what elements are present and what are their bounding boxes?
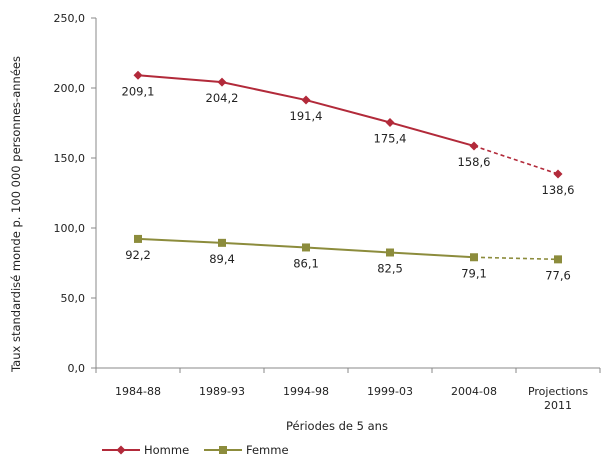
x-tick-label: 1984-88	[115, 385, 161, 398]
x-tick-label: 1994-98	[283, 385, 329, 398]
legend-label-homme: Homme	[144, 443, 189, 457]
legend-label-femme: Femme	[246, 443, 289, 457]
data-point-homme	[385, 117, 395, 127]
x-tick-label: 2004-08	[451, 385, 497, 398]
x-tick-label: 1999-03	[367, 385, 413, 398]
legend: Homme Femme	[102, 443, 289, 457]
data-label-homme: 191,4	[290, 109, 323, 123]
data-label-homme: 138,6	[542, 183, 575, 197]
data-point-homme	[553, 169, 563, 179]
data-point-homme	[217, 77, 227, 87]
y-tick-label: 150,0	[54, 152, 86, 165]
data-point-homme	[301, 95, 311, 105]
x-axis-title: Périodes de 5 ans	[286, 419, 388, 433]
y-tick-label: 100,0	[54, 222, 86, 235]
legend-marker-homme	[116, 445, 126, 455]
data-label-homme: 204,2	[206, 91, 239, 105]
y-tick-label: 0,0	[68, 362, 86, 375]
data-label-homme: 158,6	[458, 155, 491, 169]
y-tick-label: 250,0	[54, 12, 86, 25]
legend-marker-femme	[219, 446, 227, 454]
data-label-femme: 82,5	[377, 262, 403, 276]
data-point-homme	[133, 70, 143, 80]
y-tick-label: 200,0	[54, 82, 86, 95]
data-point-femme	[302, 243, 310, 252]
data-label-homme: 209,1	[122, 84, 155, 98]
axes	[95, 18, 600, 369]
x-tick-label: 2011	[544, 399, 572, 412]
data-point-femme	[386, 248, 394, 257]
data-label-homme: 175,4	[374, 131, 407, 145]
data-point-femme	[554, 255, 562, 264]
data-point-femme	[134, 234, 142, 243]
x-axis-ticks: 1984-88 1989-93 1994-98 1999-03 2004-08 Proje…	[95, 368, 601, 412]
x-tick-label: Projections	[528, 385, 588, 398]
data-label-femme: 92,2	[125, 248, 151, 262]
data-point-homme	[469, 141, 479, 151]
data-point-femme	[470, 253, 478, 262]
y-tick-label: 50,0	[61, 292, 86, 305]
x-tick-label: 1989-93	[199, 385, 245, 398]
y-axis-ticks: 0,0 50,0 100,0 150,0 200,0 250,0	[54, 12, 96, 375]
data-label-femme: 86,1	[293, 256, 319, 270]
series-layer: 209,1 204,2 191,4 175,4 158,6 138,6 92,2 89,4 86…	[122, 70, 575, 282]
data-label-femme: 89,4	[209, 252, 235, 266]
series-projection-line-homme	[473, 145, 559, 175]
data-label-femme: 77,6	[545, 268, 571, 282]
data-label-femme: 79,1	[461, 266, 487, 280]
data-point-femme	[218, 238, 226, 247]
series-projection-line-femme	[473, 256, 559, 261]
y-axis-title: Taux standardisé monde p. 100 000 person…	[9, 56, 23, 373]
